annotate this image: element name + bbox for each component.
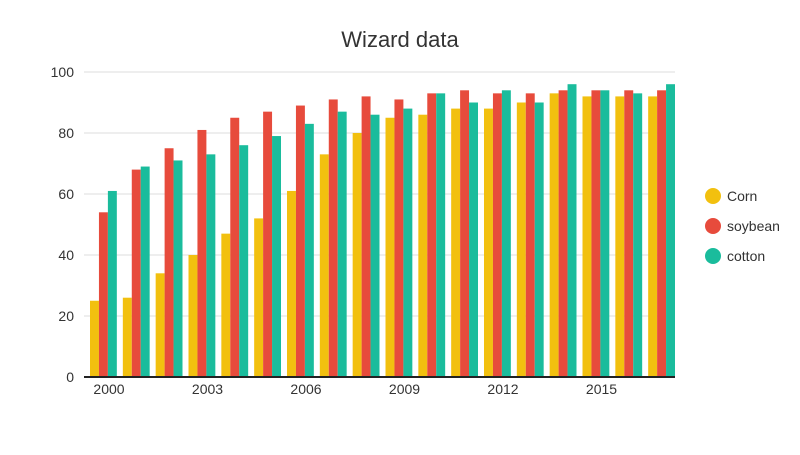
bar-corn-2000 [90,300,99,377]
bar-corn-2005 [254,218,264,377]
bar-soybean-2007 [328,99,338,377]
bar-corn-2013 [516,102,526,377]
bar-cotton-2006 [304,123,314,377]
bar-soybean-2015 [591,90,601,378]
bar-corn-2003 [188,255,198,377]
bar-cotton-2003 [206,154,216,377]
bar-cotton-2007 [337,111,347,378]
bar-soybean-2009 [394,99,404,377]
bar-corn-2014 [549,93,559,377]
x-tick-label: 2015 [586,381,617,397]
bars [90,84,675,378]
bar-cotton-2008 [370,114,380,377]
x-tick-label: 2006 [290,381,321,397]
bar-corn-2002 [155,273,165,377]
bar-soybean-2017 [657,90,667,378]
bar-cotton-2004 [239,145,249,377]
bar-soybean-2012 [492,93,502,377]
bar-cotton-2010 [436,93,446,377]
bar-soybean-2004 [230,117,240,377]
y-tick-label: 100 [51,64,75,80]
bar-cotton-2009 [403,108,413,377]
y-tick-label: 0 [66,369,74,385]
bar-corn-2006 [287,190,296,377]
bar-corn-2008 [352,133,362,377]
bar-soybean-2008 [361,96,371,378]
bar-cotton-2017 [666,84,675,377]
x-tick-label: 2000 [93,381,124,397]
bar-cotton-2011 [469,102,478,377]
bar-corn-2010 [418,114,428,377]
bar-cotton-2002 [173,160,183,377]
bar-cotton-2013 [534,102,544,377]
bar-corn-2011 [451,108,461,377]
bar-soybean-2006 [295,105,305,378]
bar-corn-2007 [319,154,329,377]
legend: Corn soybean cotton [705,188,780,264]
x-tick-label: 2009 [389,381,420,397]
bar-corn-2004 [221,233,231,377]
bar-soybean-2014 [558,90,568,378]
bar-cotton-2014 [567,84,577,377]
bar-corn-2016 [615,96,625,378]
bar-cotton-2000 [107,190,117,377]
legend-marker-soybean [705,218,721,234]
y-tick-label: 40 [58,247,74,263]
bar-soybean-2010 [427,93,437,377]
bar-corn-2012 [484,108,493,377]
bar-corn-2001 [122,297,132,377]
x-axis: 2000 2003 2006 2009 2012 2015 [84,376,675,397]
bar-soybean-2016 [624,90,634,378]
bar-cotton-2001 [140,166,150,377]
y-tick-label: 80 [58,125,74,141]
legend-label-cotton: cotton [727,248,765,264]
x-tick-label: 2012 [487,381,518,397]
bar-cotton-2016 [633,93,643,377]
bar-cotton-2012 [501,90,511,378]
bar-cotton-2015 [600,90,610,378]
x-tick-label: 2003 [192,381,223,397]
bar-soybean-2000 [98,212,108,377]
legend-marker-corn [705,188,721,204]
bar-soybean-2003 [197,129,207,377]
y-tick-label: 20 [58,308,74,324]
bar-corn-2009 [385,117,395,377]
bar-soybean-2005 [263,111,273,378]
y-axis: 0 20 40 60 80 100 [51,64,75,385]
bar-soybean-2002 [164,148,174,377]
bar-soybean-2011 [460,90,470,378]
bar-cotton-2005 [272,136,281,377]
legend-label-soybean: soybean [727,218,780,234]
legend-marker-cotton [705,248,721,264]
bar-soybean-2001 [131,169,141,377]
bar-corn-2015 [582,96,592,378]
legend-label-corn: Corn [727,188,757,204]
chart-title: Wizard data [341,27,459,52]
bar-corn-2017 [648,96,658,378]
bar-soybean-2013 [525,93,535,377]
y-tick-label: 60 [58,186,74,202]
